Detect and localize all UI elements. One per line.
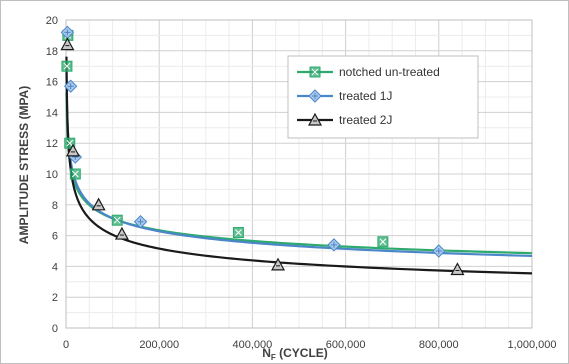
x-tick-label: 200,000 bbox=[139, 339, 179, 351]
y-tick-label: 10 bbox=[46, 169, 58, 181]
data-point-series-3 bbox=[450, 262, 465, 276]
x-tick-label: 600,000 bbox=[326, 339, 366, 351]
data-point-series-2 bbox=[133, 215, 148, 229]
data-point-series-3 bbox=[271, 257, 286, 271]
x-axis-title-subscript: F bbox=[271, 353, 276, 362]
legend: notched un-treated treated 1J treated 2J bbox=[287, 55, 479, 139]
x-tick-label: 1,000,000 bbox=[508, 339, 557, 351]
y-tick-label: 2 bbox=[52, 292, 58, 304]
data-point-series-1 bbox=[69, 168, 81, 180]
legend-marker-series-1 bbox=[309, 66, 321, 78]
data-points bbox=[60, 25, 465, 276]
data-point-series-1 bbox=[111, 214, 123, 226]
data-point-series-1 bbox=[232, 227, 244, 239]
y-tick-labels: 0 2 4 6 8 10 12 14 16 18 20 bbox=[46, 15, 58, 335]
plot-area bbox=[65, 19, 533, 329]
y-tick-label: 20 bbox=[46, 15, 58, 27]
x-axis-title-main: N bbox=[262, 346, 271, 360]
data-point-series-2 bbox=[432, 244, 446, 258]
x-tick-label: 400,000 bbox=[233, 339, 273, 351]
x-tick-label: 0 bbox=[63, 339, 69, 351]
y-tick-label: 8 bbox=[52, 200, 58, 212]
legend-marker-series-3 bbox=[307, 112, 323, 126]
legend-label-series-1: notched un-treated bbox=[339, 65, 440, 79]
x-axis-title: NF (CYCLE) bbox=[262, 346, 328, 362]
legend-label-series-3: treated 2J bbox=[339, 113, 392, 127]
y-tick-label: 0 bbox=[52, 323, 58, 335]
data-point-series-1 bbox=[377, 236, 389, 248]
y-tick-label: 12 bbox=[46, 138, 58, 150]
data-point-series-2 bbox=[327, 238, 341, 252]
x-axis-title-suffix: (CYCLE) bbox=[276, 346, 328, 360]
x-tick-labels: 0 200,000 400,000 600,000 800,000 1,000,000 bbox=[63, 339, 557, 351]
y-tick-label: 4 bbox=[52, 261, 58, 273]
trendlines bbox=[65, 56, 533, 275]
y-tick-label: 18 bbox=[46, 46, 58, 58]
data-point-series-3 bbox=[114, 226, 129, 240]
data-point-series-3 bbox=[65, 143, 81, 157]
data-point-series-1 bbox=[64, 137, 76, 149]
x-tick-label: 800,000 bbox=[419, 339, 459, 351]
trendline-series-3 bbox=[65, 56, 533, 275]
data-point-series-3 bbox=[91, 197, 106, 211]
data-point-series-1 bbox=[61, 60, 73, 72]
legend-marker-series-2 bbox=[308, 89, 322, 103]
y-tick-label: 16 bbox=[46, 77, 58, 89]
legend-label-series-2: treated 1J bbox=[339, 89, 392, 103]
y-tick-label: 6 bbox=[52, 231, 58, 243]
y-tick-label: 14 bbox=[46, 107, 58, 119]
data-point-series-2 bbox=[63, 79, 78, 93]
data-point-series-3 bbox=[60, 37, 75, 51]
y-axis-title: AMPLITUDE STRESS (MPA) bbox=[17, 86, 31, 244]
